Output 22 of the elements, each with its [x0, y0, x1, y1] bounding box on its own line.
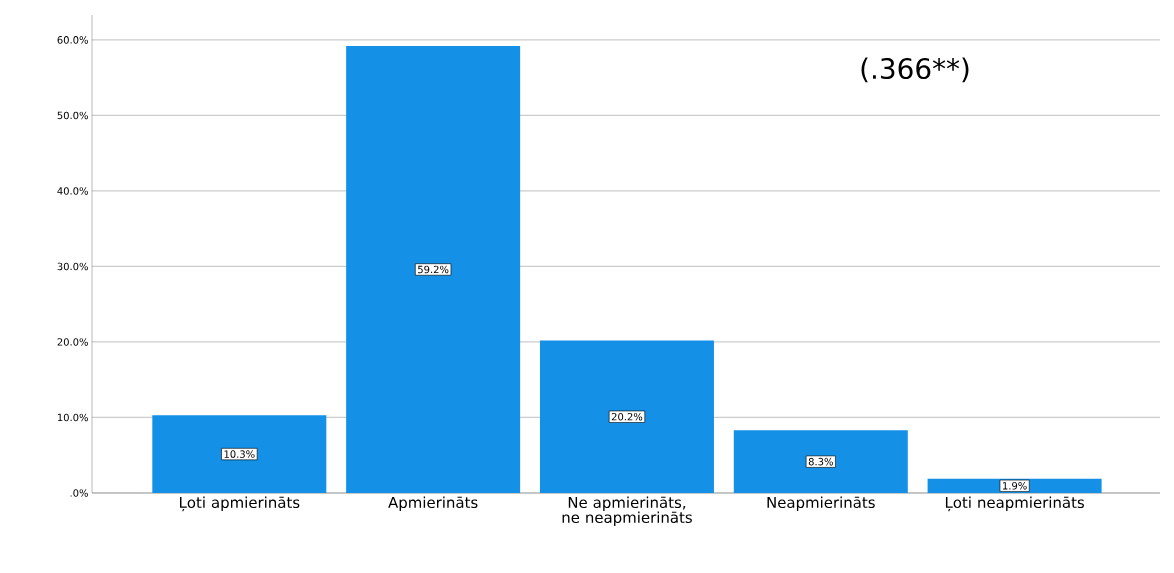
y-tick-label: 40.0%	[57, 187, 88, 195]
y-tick-label: 60.0%	[57, 36, 88, 44]
y-tick-label: 50.0%	[57, 111, 88, 120]
x-tick-label: Apmierināts	[388, 496, 478, 511]
data-label: 8.3%	[808, 457, 833, 466]
y-tick-label: 20.0%	[57, 338, 88, 346]
y-tick-label: 30.0%	[57, 262, 88, 271]
bar	[733, 430, 908, 493]
data-label: 20.2%	[611, 412, 643, 421]
y-tick-label: 10.0%	[57, 413, 88, 422]
bar	[152, 415, 327, 493]
annotation: (.366**)	[861, 57, 969, 83]
bar	[346, 45, 521, 493]
x-tick-label: Ne apmierināts, ne neapmierināts	[562, 496, 692, 526]
y-tick-label: .0%	[70, 489, 88, 497]
x-tick-label: Ļoti apmierināts	[180, 496, 300, 512]
data-label: 59.2%	[418, 265, 449, 274]
data-label: 1.9%	[1003, 482, 1027, 490]
bar	[539, 340, 714, 493]
x-tick-label: Neapmierināts	[767, 496, 875, 511]
data-label: 10.3%	[224, 450, 255, 458]
x-tick-label: Ļoti neapmierināts	[945, 496, 1084, 512]
